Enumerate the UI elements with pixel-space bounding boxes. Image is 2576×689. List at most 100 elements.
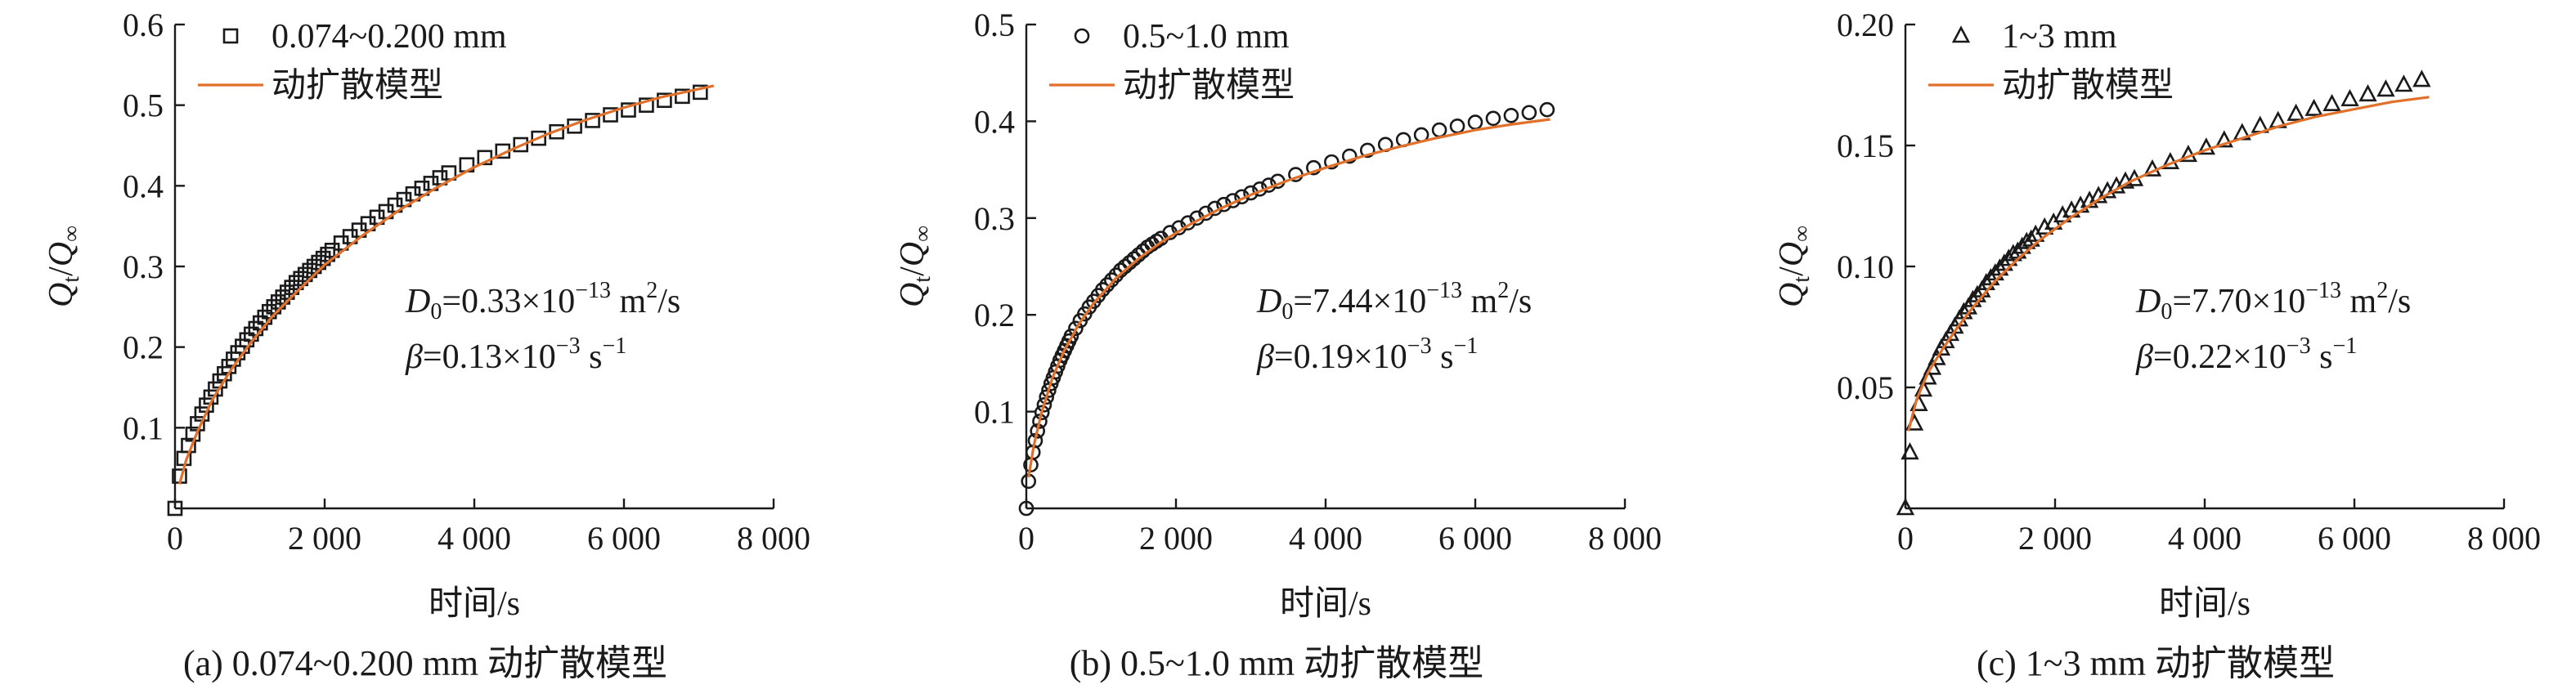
data-series-markers (1896, 69, 2431, 516)
x-axis-title: 时间/s (2159, 585, 2251, 623)
data-point (1923, 357, 1942, 375)
data-point (1341, 148, 1358, 164)
y-title-slash: / (43, 266, 80, 276)
x-tick-label: 6 000 (1438, 520, 1512, 557)
y-tick-label: 0.3 (974, 200, 1015, 237)
data-point (1117, 258, 1133, 275)
y-tick-label: 0.1 (123, 409, 164, 446)
y-title-sub-t: t (1789, 276, 1815, 283)
data-point (1914, 379, 1933, 397)
anno-b-unit-exponent: −1 (602, 333, 626, 359)
data-point (1449, 119, 1465, 134)
data-point (531, 130, 546, 146)
y-title-q: Q (1773, 283, 1811, 307)
data-point (1036, 397, 1052, 413)
anno-d-exponent: −13 (1426, 278, 1462, 303)
y-title-sub-inf: ∞ (1789, 226, 1815, 242)
anno-b-exponent: −3 (1407, 333, 1432, 359)
legend-series-label: 1~3 mm (2002, 18, 2117, 56)
data-point (302, 262, 318, 279)
anno-d-value: =0.33×10 (442, 283, 575, 320)
data-point (2394, 74, 2413, 92)
y-title-slash: / (894, 266, 931, 276)
x-tick-label: 8 000 (2467, 520, 2541, 557)
data-point (675, 88, 690, 105)
x-tick-label: 6 000 (2318, 520, 2391, 557)
data-point (1990, 258, 2009, 276)
data-point (1039, 389, 1055, 405)
anno-b-unit: s (581, 338, 603, 376)
anno-b-unit: s (2311, 338, 2333, 376)
x-tick-label: 4 000 (438, 520, 511, 557)
data-point (477, 150, 493, 166)
data-point (1485, 110, 1501, 127)
anno-d-unit: m (2341, 283, 2377, 320)
data-point (1431, 122, 1447, 138)
annotation-d0: D0=7.44×10−13 m2/s (1256, 278, 1532, 324)
y-tick-label: 0.10 (1837, 248, 1894, 285)
data-point (441, 165, 457, 181)
panel-caption: (c) 1~3 mm 动扩散模型 (1977, 643, 2335, 683)
y-tick-label: 0.2 (123, 329, 164, 366)
data-point (1981, 268, 2000, 286)
anno-d-subscript: 0 (2161, 299, 2172, 324)
data-point (1068, 320, 1084, 337)
data-point (2287, 103, 2305, 121)
anno-d-unit-tail: /s (2388, 283, 2411, 320)
data-point (432, 170, 448, 186)
panel-caption: (b) 0.5~1.0 mm 动扩散模型 (1070, 643, 1484, 683)
data-point (2340, 88, 2359, 107)
data-point (2197, 137, 2215, 155)
annotation-beta: β=0.19×10−3 s−1 (1256, 333, 1478, 376)
anno-d-subscript: 0 (430, 299, 442, 324)
y-title-q2: Q (894, 242, 931, 266)
model-curve (177, 84, 715, 485)
legend-model-label: 动扩散模型 (1123, 67, 1295, 105)
y-tick-label: 0.05 (1837, 369, 1894, 406)
anno-d-unit-exponent: 2 (2376, 278, 2388, 303)
y-tick-label: 0.5 (123, 87, 164, 124)
data-point (1063, 328, 1079, 344)
data-point (1995, 253, 2013, 271)
anno-d-symbol: D (2135, 283, 2161, 320)
model-curve (1027, 118, 1551, 478)
data-point (167, 500, 183, 517)
data-point (1034, 405, 1050, 421)
x-axis-title: 时间/s (429, 585, 520, 623)
anno-b-value: =0.22×10 (2153, 338, 2287, 376)
data-point (1521, 105, 1537, 121)
y-tick-label: 0.1 (974, 394, 1015, 431)
data-point (2143, 159, 2162, 177)
x-tick-label: 2 000 (288, 520, 361, 557)
data-point (288, 275, 304, 291)
data-point (2304, 98, 2323, 116)
data-point (297, 266, 313, 283)
y-tick-label: 0.4 (974, 103, 1015, 140)
data-point (2376, 79, 2395, 97)
anno-b-value: =0.13×10 (423, 338, 556, 376)
data-point (1896, 498, 1915, 516)
y-tick-label: 0.5 (974, 7, 1015, 43)
data-point (270, 294, 286, 310)
y-title-sub-t: t (59, 276, 84, 283)
y-title-q2: Q (43, 242, 80, 266)
legend-model-label: 动扩散模型 (272, 67, 443, 105)
anno-b-symbol: β (2135, 338, 2153, 376)
anno-d-subscript: 0 (1281, 299, 1293, 324)
data-point (1306, 159, 1322, 176)
y-tick-label: 0.6 (123, 7, 164, 43)
x-tick-label: 0 (1897, 520, 1914, 557)
x-tick-label: 4 000 (1289, 520, 1362, 557)
data-point (293, 271, 309, 287)
data-point (2022, 229, 2040, 247)
x-tick-label: 2 000 (1139, 520, 1213, 557)
y-title-sub-inf: ∞ (59, 226, 84, 242)
data-point (1467, 114, 1483, 130)
data-point (279, 284, 295, 300)
y-title-slash: / (1773, 266, 1811, 276)
model-curve (1907, 96, 2430, 432)
data-point (657, 92, 672, 109)
anno-b-exponent: −3 (2287, 333, 2311, 359)
data-point (2322, 93, 2341, 111)
anno-d-unit: m (1462, 283, 1498, 320)
